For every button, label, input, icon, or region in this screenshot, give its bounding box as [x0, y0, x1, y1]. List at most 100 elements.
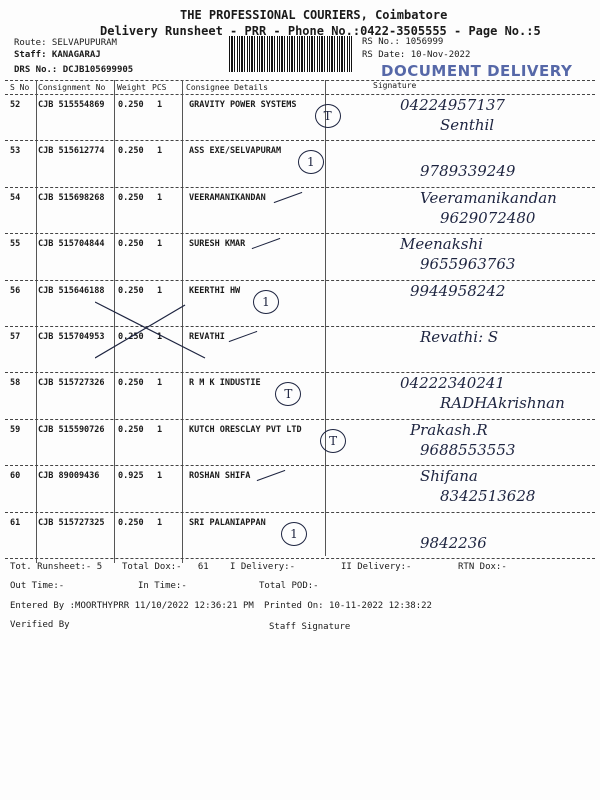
row-weight: 0.250	[118, 378, 144, 389]
signature-line-1: Revathi: S	[420, 328, 499, 346]
route: Route: SELVAPUPURAM	[14, 38, 117, 48]
rtn-dox: RTN Dox:-	[458, 562, 507, 572]
row-sno: 53	[10, 146, 21, 157]
row-weight: 0.250	[118, 239, 144, 250]
out-time: Out Time:-	[10, 581, 65, 591]
row-consignee: SURESH KMAR	[189, 239, 246, 250]
row-consignee: SRI PALANIAPPAN	[189, 517, 266, 528]
rs-number: RS No.: 1056999	[362, 37, 444, 47]
total-pod: Total POD:-	[259, 581, 319, 591]
row-weight: 0.250	[118, 146, 144, 157]
tick-circle-mark: T	[275, 382, 302, 407]
row-sno: 54	[10, 192, 21, 203]
row-consignment-no: CJB 515590726	[38, 424, 105, 435]
ii-delivery: II Delivery:-	[341, 562, 412, 572]
signature-line-2: 9688553553	[420, 440, 516, 459]
row-divider	[5, 465, 595, 467]
row-sno: 58	[10, 378, 21, 389]
row-sno: 55	[10, 239, 21, 250]
row-pcs: 1	[157, 100, 163, 110]
row-consignee: KUTCH ORESCLAY PVT LTD	[189, 424, 302, 435]
row-weight: 0.250	[118, 100, 144, 110]
verified-by: Verified By	[10, 620, 70, 630]
signature-line-1: Meenakshi	[400, 235, 483, 254]
row-consignee: ASS EXE/SELVAPURAM	[189, 146, 282, 157]
row-pcs: 1	[157, 146, 163, 157]
company-title: THE PROFESSIONAL COURIERS, Coimbatore	[180, 8, 448, 22]
row-weight: 0.250	[118, 517, 144, 528]
row-divider	[5, 418, 595, 420]
tick-circle-mark: 1	[253, 289, 279, 314]
row-consignment-no: CJB 515727326	[38, 378, 105, 389]
row-weight: 0.925	[118, 471, 144, 482]
row-divider	[5, 372, 595, 374]
tick-circle-mark: T	[314, 104, 341, 128]
signature-line-2: 9842236	[420, 533, 487, 552]
col-pcs: PCS	[152, 83, 167, 92]
row-divider	[5, 511, 595, 513]
pen-tick-mark	[273, 191, 303, 203]
pen-tick-mark	[256, 470, 286, 482]
row-consignment-no: CJB 89009436	[38, 471, 100, 482]
signature-line-2: 8342513628	[440, 487, 536, 506]
row-consignee: KEERTHI HW	[189, 285, 241, 296]
pen-tick-mark	[251, 238, 280, 250]
printed-on: Printed On: 10-11-2022 12:38:22	[264, 601, 432, 611]
row-sno: 60	[10, 471, 21, 482]
row-weight: 0.250	[118, 285, 144, 296]
tick-circle-mark: 1	[297, 150, 324, 175]
row-pcs: 1	[157, 192, 163, 203]
cross-out-mark	[94, 300, 215, 360]
row-pcs: 1	[157, 332, 163, 342]
row-pcs: 1	[157, 239, 163, 250]
row-consignment-no: CJB 515704844	[38, 239, 105, 250]
row-weight: 0.250	[118, 192, 144, 203]
pen-tick-mark	[228, 330, 258, 343]
rs-date: RS Date: 10-Nov-2022	[362, 50, 471, 60]
tot-runsheet: Tot. Runsheet:- 5	[10, 562, 103, 572]
col-weight: Weight	[117, 83, 146, 92]
row-sno: 59	[10, 424, 21, 435]
entered-by: Entered By :MOORTHYPRR 11/10/2022 12:36:…	[10, 601, 254, 611]
staff-signature: Staff Signature	[269, 622, 351, 632]
row-pcs: 1	[157, 517, 163, 528]
col-signature: Signature	[373, 81, 417, 90]
col-consignee: Consignee Details	[186, 83, 268, 92]
row-consignment-no: CJB 515646188	[38, 285, 105, 296]
row-consignment-no: CJB 515727325	[38, 517, 105, 528]
row-consignment-no: CJB 515554869	[38, 100, 105, 110]
row-consignee: ROSHAN SHIFA	[189, 471, 251, 482]
total-dox: Total Dox:- 61	[122, 562, 209, 572]
drs-number: DRS No.: DCJB105699905	[14, 65, 134, 75]
row-divider	[5, 186, 595, 188]
row-pcs: 1	[157, 378, 163, 389]
signature-line-1: Shifana	[420, 467, 478, 486]
row-pcs: 1	[157, 471, 163, 482]
in-time: In Time:-	[138, 581, 187, 591]
row-consignment-no: CJB 515698268	[38, 192, 105, 203]
barcode	[229, 36, 352, 72]
staff: Staff: KANAGARAJ	[14, 50, 101, 60]
row-divider	[5, 558, 595, 559]
row-weight: 0.250	[118, 424, 144, 435]
row-consignment-no: CJB 515612774	[38, 146, 105, 157]
row-divider	[5, 326, 595, 327]
row-sno: 56	[10, 285, 21, 296]
row-consignee: REVATHI	[189, 332, 225, 342]
row-pcs: 1	[157, 424, 163, 435]
signature-line-2: RADHAkrishnan	[440, 394, 565, 413]
runsheet-title: Delivery Runsheet - PRR - Phone No.:0422…	[100, 24, 541, 38]
col-sno: S No	[10, 83, 30, 92]
signature-line-1: Veeramanikandan	[420, 188, 557, 207]
tick-circle-mark: 1	[281, 521, 307, 546]
signature-line-1: 04222340241	[400, 374, 505, 393]
signature-line-2: 9629072480	[440, 208, 536, 227]
signature-line-1: Prakash.R	[410, 420, 488, 439]
signature-line-2: 9655963763	[420, 255, 516, 274]
document-delivery-stamp: DOCUMENT DELIVERY	[381, 62, 573, 80]
row-sno: 57	[10, 332, 21, 342]
row-pcs: 1	[157, 285, 163, 296]
tick-circle-mark: T	[320, 428, 347, 453]
row-divider	[5, 140, 595, 142]
